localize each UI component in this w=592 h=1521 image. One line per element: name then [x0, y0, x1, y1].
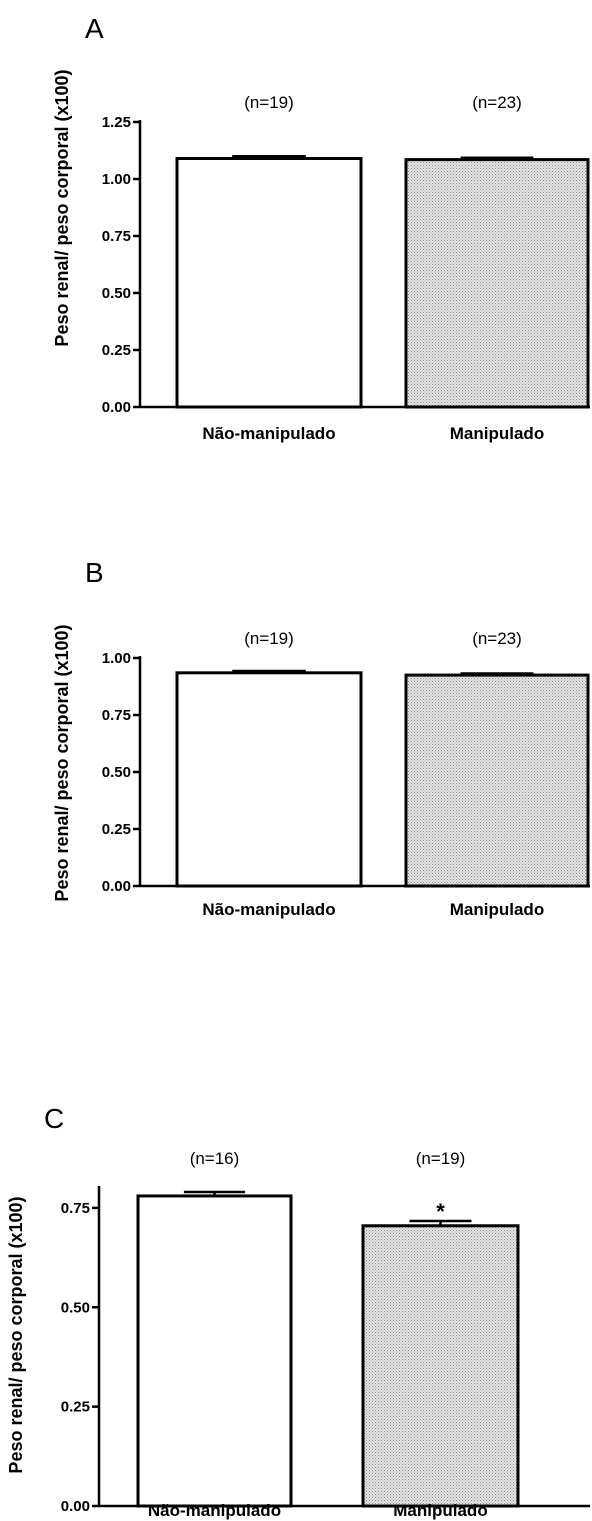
category-label: Manipulado: [393, 1501, 487, 1520]
bar-manipulado: [361, 1224, 520, 1508]
y-tick-label: 0.75: [102, 228, 131, 245]
y-axis-label: Peso renal/ peso corporal (x100): [52, 69, 72, 346]
n-label: (n=19): [244, 93, 294, 112]
category-label: Não-manipulado: [148, 1501, 281, 1520]
y-tick-label: 0.25: [102, 821, 131, 838]
chart-panel-a: A Peso renal/ peso corporal (x100) 0.00 0.2…: [52, 13, 590, 443]
y-tick-label: 0.00: [61, 1498, 90, 1515]
y-tick-label: 0.50: [102, 285, 131, 302]
n-label: (n=19): [416, 1149, 466, 1168]
panel-letter: A: [85, 13, 104, 44]
n-label: (n=23): [472, 93, 522, 112]
y-tick-label: 0.75: [102, 707, 131, 724]
bar-nao-manipulado: [136, 1194, 293, 1508]
category-label: Não-manipulado: [202, 424, 335, 443]
y-tick-label: 0.00: [102, 399, 131, 416]
y-tick-label: 1.00: [102, 650, 131, 667]
chart-panel-c: C Peso renal/ peso corporal (x100) 0.00 0.2…: [6, 1103, 590, 1520]
y-tick-label: 0.75: [61, 1200, 90, 1217]
y-tick-label: 0.25: [61, 1399, 90, 1416]
category-label: Não-manipulado: [202, 900, 335, 919]
panel-letter: C: [44, 1103, 64, 1134]
category-label: Manipulado: [450, 424, 544, 443]
y-axis-label: Peso renal/ peso corporal (x100): [6, 1196, 26, 1473]
y-axis-label: Peso renal/ peso corporal (x100): [52, 624, 72, 901]
y-tick-label: 1.00: [102, 171, 131, 188]
bar-manipulado: [404, 673, 590, 888]
bar-nao-manipulado: [175, 671, 363, 888]
n-label: (n=23): [472, 629, 522, 648]
y-tick-label: 0.50: [102, 764, 131, 781]
panel-letter: B: [85, 557, 104, 588]
y-tick-label: 0.50: [61, 1299, 90, 1316]
bar-nao-manipulado: [175, 156, 363, 409]
y-tick-label: 0.00: [102, 878, 131, 895]
significance-marker: *: [436, 1199, 445, 1224]
chart-panel-b: B Peso renal/ peso corporal (x100) 0.00 0.2…: [52, 557, 590, 919]
category-label: Manipulado: [450, 900, 544, 919]
y-tick-label: 1.25: [102, 114, 131, 131]
n-label: (n=19): [244, 629, 294, 648]
bar-manipulado: [404, 158, 590, 409]
n-label: (n=16): [190, 1149, 240, 1168]
y-tick-label: 0.25: [102, 342, 131, 359]
